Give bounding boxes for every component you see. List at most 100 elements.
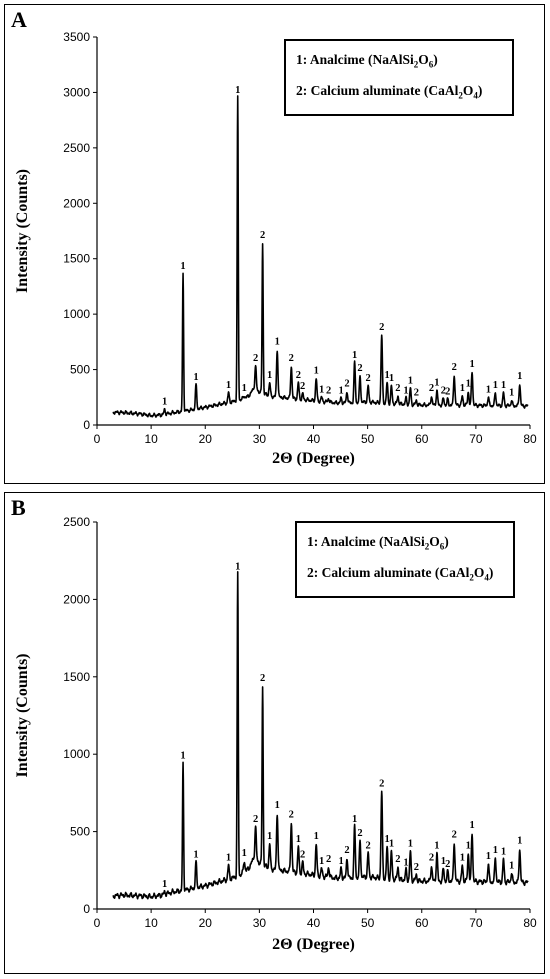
y-tick-label: 3500 — [63, 30, 90, 44]
peak-label: 2 — [357, 828, 362, 839]
peak-label: 1 — [509, 860, 514, 871]
peak-label: 1 — [352, 814, 357, 825]
xrd-chart-a: 0 500 1000 1500 2000 2500 3000 3500 0 10 20 30 40 50 6… — [14, 30, 537, 467]
peak-label: 1 — [193, 372, 198, 383]
x-tick-label: 60 — [415, 916, 429, 930]
peak-label: 1 — [314, 365, 319, 376]
y-tick-label: 2000 — [63, 592, 90, 606]
peak-label: 1 — [275, 800, 280, 811]
peak-label: 1 — [486, 384, 491, 395]
x-tick-label: 80 — [523, 432, 537, 446]
peak-label: 1 — [296, 834, 301, 845]
peak-label: 2 — [253, 814, 258, 825]
x-tick-label: 10 — [144, 916, 158, 930]
peak-label: 1 — [384, 834, 389, 845]
peak-label: 1 — [275, 337, 280, 348]
peak-label: 2 — [344, 379, 349, 390]
peak-label: 1 — [517, 836, 522, 847]
peak-label: 1 — [267, 831, 272, 842]
x-tick-label: 20 — [199, 916, 213, 930]
peak-label: 1 — [319, 384, 324, 395]
x-tick-label: 40 — [307, 432, 321, 446]
peak-label: 1 — [384, 370, 389, 381]
peak-label: 2 — [289, 809, 294, 820]
peak-label: 1 — [509, 388, 514, 399]
legend-item-analcime: 1: Analcime (NaAlSi2O6) — [307, 534, 449, 552]
peak-label: 2 — [260, 673, 265, 684]
peak-label: 1 — [235, 85, 240, 96]
peak-label: 2 — [300, 850, 305, 861]
peak-label: 1 — [235, 562, 240, 573]
legend-item-analcime: 1: Analcime (NaAlSi2O6) — [296, 52, 438, 70]
peak-label: 1 — [389, 373, 394, 384]
x-tick-label: 30 — [253, 432, 267, 446]
peak-label: 2 — [296, 370, 301, 381]
x-tick-label: 40 — [307, 916, 321, 930]
peak-label: 1 — [193, 850, 198, 861]
peak-label: 2 — [357, 363, 362, 374]
peak-label: 1 — [180, 750, 185, 761]
peak-label: 2 — [429, 383, 434, 394]
x-tick-label: 50 — [361, 916, 375, 930]
x-tick-label: 20 — [199, 432, 213, 446]
y-axis-title: Intensity (Counts) — [14, 169, 31, 293]
x-tick-label: 0 — [94, 916, 101, 930]
peak-label: 1 — [486, 851, 491, 862]
chart-panel-b: 0 500 1000 1500 2000 2500 0 10 20 30 40 50 60 70 80 2Θ … — [4, 492, 545, 974]
peak-label: 2 — [344, 845, 349, 856]
peak-label: 2 — [452, 362, 457, 373]
peak-label: 1 — [434, 378, 439, 389]
peak-label: 1 — [338, 385, 343, 396]
y-tick-label: 1500 — [63, 670, 90, 684]
x-tick-label: 30 — [253, 916, 267, 930]
y-tick-label: 2500 — [63, 141, 90, 155]
x-axis-title: 2Θ (Degree) — [272, 450, 355, 467]
peak-label: 2 — [395, 383, 400, 394]
y-tick-label: 2500 — [63, 515, 90, 529]
peak-label: 1 — [493, 845, 498, 856]
peak-label: 1 — [314, 831, 319, 842]
peak-label: 2 — [452, 829, 457, 840]
peak-label: 2 — [253, 353, 258, 364]
legend-b: 1: Analcime (NaAlSi2O6) 2: Calcium alumi… — [295, 521, 515, 599]
peak-label: 1 — [501, 380, 506, 391]
xrd-chart-b: 0 500 1000 1500 2000 2500 0 10 20 30 40 50 60 70 80 2Θ … — [14, 515, 537, 953]
peak-label: 1 — [501, 846, 506, 857]
peak-label: 2 — [429, 853, 434, 864]
peak-label: 1 — [408, 375, 413, 386]
panel-label-b: B — [11, 495, 26, 520]
peak-label: 1 — [493, 380, 498, 391]
x-axis-title: 2Θ (Degree) — [272, 936, 355, 953]
peak-label: 1 — [180, 261, 185, 272]
y-tick-label: 0 — [83, 418, 90, 432]
y-tick-label: 3000 — [63, 85, 90, 99]
peak-label: 1 — [434, 840, 439, 851]
peak-label: 1 — [469, 359, 474, 370]
peak-label: 2 — [366, 840, 371, 851]
x-tick-label: 0 — [94, 432, 101, 446]
peak-label: 1 — [460, 853, 465, 864]
peak-label: 2 — [379, 322, 384, 333]
peak-label: 2 — [379, 778, 384, 789]
legend-item-calcium-aluminate: 2: Calcium aluminate (CaAl2O4) — [307, 564, 494, 583]
y-tick-label: 2000 — [63, 196, 90, 210]
peak-label: 1 — [226, 380, 231, 391]
x-tick-label: 60 — [415, 432, 429, 446]
xrd-pattern-line — [112, 95, 529, 418]
y-tick-label: 1000 — [63, 307, 90, 321]
peak-label: 2 — [289, 353, 294, 364]
peak-label: 1 — [242, 848, 247, 859]
peak-label: 2 — [366, 373, 371, 384]
peak-label: 1 — [267, 370, 272, 381]
chart-panel-a: 0 500 1000 1500 2000 2500 3000 3500 0 10 20 30 40 50 6… — [4, 4, 545, 484]
peak-label: 1 — [441, 856, 446, 867]
x-tick-label: 70 — [469, 916, 483, 930]
peak-label: 2 — [395, 854, 400, 865]
peak-label: 1 — [319, 856, 324, 867]
peak-label: 1 — [389, 839, 394, 850]
x-tick-label: 70 — [469, 432, 483, 446]
peak-label: 2 — [445, 387, 450, 398]
peak-label: 2 — [326, 385, 331, 396]
peak-label: 1 — [162, 396, 167, 407]
peak-label: 2 — [326, 854, 331, 865]
